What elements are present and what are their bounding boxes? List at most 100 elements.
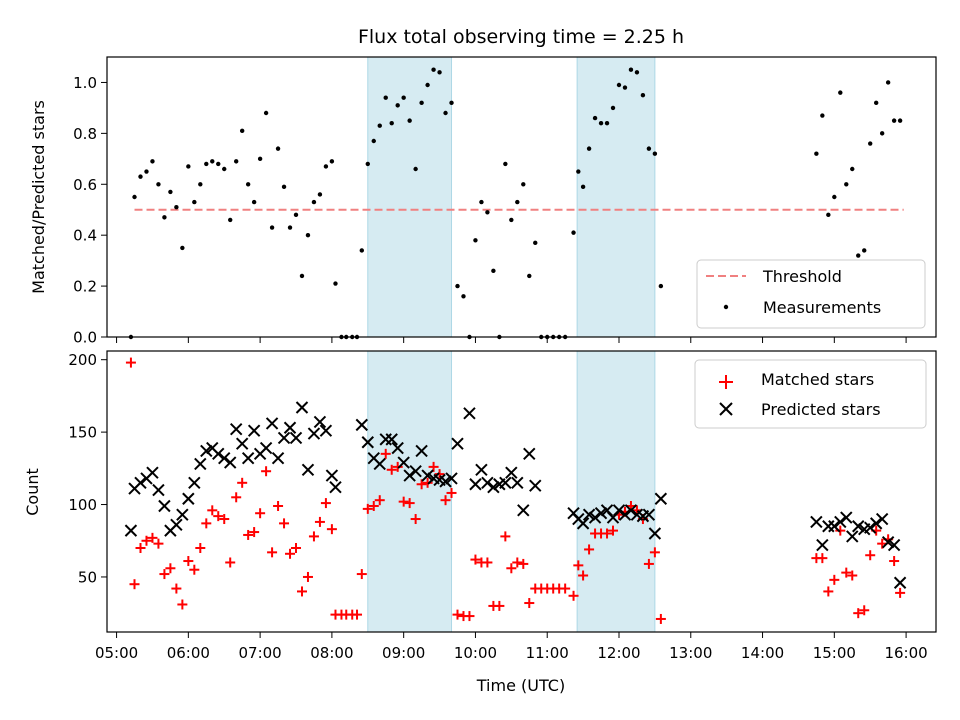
predicted-star-point xyxy=(869,517,883,530)
measurement-point xyxy=(868,141,873,146)
measurement-point xyxy=(628,67,634,72)
predicted-star-point xyxy=(594,507,608,520)
matched-star-point xyxy=(895,587,906,598)
predicted-star-point xyxy=(385,433,398,446)
matched-star-point xyxy=(243,529,254,540)
matched-star-point xyxy=(512,557,523,568)
matched-star-point xyxy=(464,611,475,622)
matched-star-point xyxy=(273,500,284,511)
matched-star-point xyxy=(291,542,302,553)
matched-star-point xyxy=(171,583,182,594)
predicted-star-point xyxy=(188,476,201,490)
bottom-x-axis: 05:00 06:00 07:00 08:00 09:00 10:00 11:00 12:00… xyxy=(95,632,928,662)
matched-star-point xyxy=(362,503,373,514)
predicted-star-point xyxy=(810,515,823,529)
measurement-point xyxy=(571,230,576,235)
matched-star-point xyxy=(231,492,242,503)
matched-star-point xyxy=(817,553,828,564)
predicted-star-point xyxy=(329,480,342,494)
measurement-point xyxy=(437,70,442,75)
matched-star-point xyxy=(835,525,846,536)
predicted-star-point xyxy=(463,407,476,420)
matched-star-point xyxy=(386,464,397,475)
measurement-point xyxy=(263,110,269,116)
matched-star-point xyxy=(267,547,278,558)
measurement-point xyxy=(186,164,191,169)
predicted-star-point xyxy=(229,423,243,436)
measurement-point xyxy=(419,100,424,106)
predicted-star-point xyxy=(893,576,907,589)
predicted-star-point xyxy=(469,478,482,491)
predicted-star-point xyxy=(576,517,590,530)
bottom-y-tick-label: 100 xyxy=(68,496,97,514)
predicted-star-point xyxy=(487,480,500,494)
measurement-point xyxy=(479,199,484,205)
matched-star-point xyxy=(296,586,307,597)
matched-star-point xyxy=(847,570,858,581)
predicted-star-point xyxy=(582,508,596,521)
predicted-star-point xyxy=(182,492,195,505)
predicted-star-point xyxy=(439,475,452,488)
matched-star-point xyxy=(470,554,481,565)
predicted-star-point xyxy=(295,401,309,414)
bottom-y-tick-label: 200 xyxy=(68,351,97,369)
matched-star-point xyxy=(434,469,445,480)
predicted-star-point xyxy=(152,483,165,497)
matched-star-point xyxy=(189,564,200,575)
legend-predicted-label: Predicted stars xyxy=(761,400,881,419)
top-legend-box xyxy=(696,259,926,329)
measurement-point xyxy=(333,281,338,286)
measurement-point xyxy=(371,138,376,144)
predicted-star-point xyxy=(624,504,638,517)
bottom-y-axis: 50 100 150 200 xyxy=(68,351,107,586)
measurement-point xyxy=(856,253,861,258)
predicted-star-point xyxy=(361,436,374,449)
top-x-ticks xyxy=(116,337,907,343)
measurement-point xyxy=(377,123,382,128)
measurement-point xyxy=(222,166,227,172)
measurement-point xyxy=(395,103,400,108)
measurement-point xyxy=(305,232,311,238)
predicted-star-point xyxy=(499,476,512,490)
measurement-point xyxy=(832,194,837,200)
matched-star-point xyxy=(584,544,595,555)
predicted-star-point xyxy=(511,476,524,490)
measurement-point xyxy=(891,118,897,123)
measurement-point xyxy=(449,100,454,106)
measurement-point xyxy=(180,245,185,251)
matched-star-point xyxy=(368,500,379,511)
matched-star-point xyxy=(147,532,158,543)
bottom-legend: Matched stars Predicted stars xyxy=(694,359,927,429)
measurement-point xyxy=(323,164,329,169)
predicted-star-point xyxy=(224,456,237,469)
predicted-star-point xyxy=(397,456,410,469)
predicted-star-point xyxy=(235,437,249,450)
bottom-x-tick-label: 12:00 xyxy=(597,644,640,662)
matched-star-point xyxy=(326,524,337,535)
measurement-point xyxy=(192,199,197,205)
legend-matched-label: Matched stars xyxy=(761,370,874,389)
measurement-point xyxy=(425,82,430,88)
bottom-x-tick-label: 11:00 xyxy=(526,644,569,662)
matched-star-point xyxy=(841,567,852,578)
bottom-x-tick-label: 05:00 xyxy=(95,644,138,662)
legend-measurements-swatch xyxy=(723,304,729,310)
matched-star-point xyxy=(446,487,457,498)
predicted-star-point xyxy=(194,457,207,471)
matched-star-point xyxy=(655,613,666,624)
matched-star-point xyxy=(195,542,206,553)
predicted-star-point xyxy=(846,530,859,543)
measurement-point xyxy=(299,273,305,279)
matched-star-point xyxy=(829,574,840,585)
matched-star-point xyxy=(302,571,313,582)
matched-star-point xyxy=(165,563,176,574)
matched-star-point xyxy=(308,531,319,542)
measurement-point xyxy=(491,268,496,274)
matched-star-point xyxy=(237,477,248,488)
predicted-star-point xyxy=(146,466,159,479)
predicted-star-point xyxy=(319,424,333,437)
matched-star-point xyxy=(404,498,415,509)
predicted-star-point xyxy=(421,469,434,482)
matched-star-point xyxy=(560,583,571,594)
top-y-tick-label: 0.4 xyxy=(73,227,97,245)
